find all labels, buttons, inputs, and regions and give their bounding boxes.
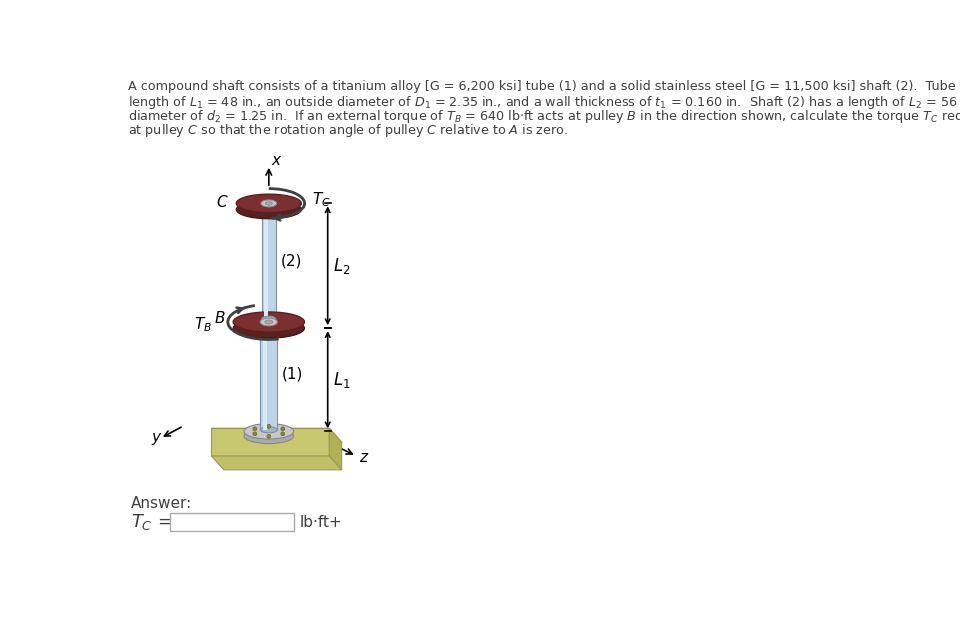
- Text: $T_C$: $T_C$: [312, 190, 331, 209]
- Ellipse shape: [265, 320, 273, 324]
- Ellipse shape: [236, 201, 301, 219]
- Text: diameter of $d_2$ = 1.25 in.  If an external torque of $T_B$ = 640 lb$\cdot$ft a: diameter of $d_2$ = 1.25 in. If an exter…: [128, 108, 960, 125]
- Circle shape: [267, 434, 271, 438]
- Ellipse shape: [233, 312, 304, 332]
- Text: $L_1$: $L_1$: [333, 370, 350, 390]
- Text: length of $L_1$ = 48 in., an outside diameter of $D_1$ = 2.35 in., and a wall th: length of $L_1$ = 48 in., an outside dia…: [128, 94, 960, 111]
- Ellipse shape: [244, 424, 294, 439]
- Ellipse shape: [233, 318, 304, 338]
- Text: $z$: $z$: [359, 450, 369, 465]
- Ellipse shape: [262, 316, 276, 321]
- Circle shape: [252, 427, 256, 431]
- Circle shape: [281, 432, 285, 436]
- Text: $y$: $y$: [151, 431, 162, 447]
- Ellipse shape: [262, 201, 276, 206]
- Text: A compound shaft consists of a titanium alloy [G = 6,200 ksi] tube (1) and a sol: A compound shaft consists of a titanium …: [128, 80, 960, 93]
- Text: $B$: $B$: [214, 310, 226, 326]
- Text: $T_C$ =: $T_C$ =: [131, 512, 172, 532]
- Text: $T_B$: $T_B$: [194, 315, 212, 334]
- Bar: [264, 204, 268, 319]
- Text: (1): (1): [282, 367, 303, 382]
- Ellipse shape: [265, 202, 273, 205]
- Text: (2): (2): [280, 254, 301, 268]
- Bar: [260, 319, 277, 430]
- Text: $L_2$: $L_2$: [333, 256, 350, 276]
- Ellipse shape: [236, 194, 301, 213]
- Ellipse shape: [260, 318, 277, 326]
- Text: $A$: $A$: [273, 444, 285, 459]
- Text: at pulley $C$ so that the rotation angle of pulley $C$ relative to $A$ is zero.: at pulley $C$ so that the rotation angle…: [128, 122, 568, 139]
- Ellipse shape: [260, 316, 277, 322]
- Circle shape: [267, 424, 271, 428]
- Circle shape: [281, 427, 285, 431]
- Circle shape: [252, 432, 256, 436]
- Ellipse shape: [260, 427, 277, 433]
- Text: Answer:: Answer:: [131, 496, 192, 511]
- Ellipse shape: [244, 428, 294, 444]
- Polygon shape: [329, 428, 342, 470]
- Bar: [262, 204, 276, 319]
- Text: $x$: $x$: [271, 153, 282, 168]
- Text: $C$: $C$: [216, 194, 228, 210]
- Polygon shape: [211, 428, 342, 442]
- Polygon shape: [211, 428, 329, 456]
- Text: lb·ft+: lb·ft+: [300, 515, 343, 529]
- FancyBboxPatch shape: [170, 513, 295, 531]
- Bar: [263, 319, 267, 430]
- Polygon shape: [211, 456, 342, 470]
- Ellipse shape: [261, 200, 276, 207]
